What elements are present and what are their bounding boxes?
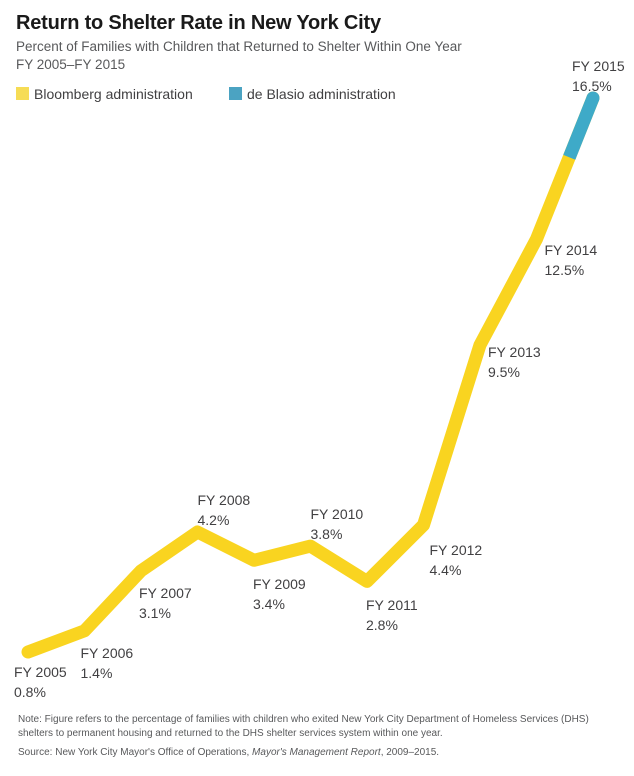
deblasio-line <box>563 95 600 160</box>
data-point-label: FY 2012 4.4% <box>430 540 483 580</box>
data-point-label: FY 2011 2.8% <box>366 595 418 635</box>
deblasio-swatch <box>229 87 242 100</box>
data-point-year: FY 2015 <box>572 58 625 74</box>
data-point-label: FY 2010 3.8% <box>311 504 364 544</box>
data-point-year: FY 2011 <box>366 597 418 614</box>
bloomberg-line <box>21 91 600 659</box>
data-point-value: 9.5% <box>488 364 520 380</box>
data-point-value: 4.4% <box>429 561 462 578</box>
data-point-value: 12.5% <box>544 262 585 279</box>
legend-item-bloomberg: Bloomberg administration <box>16 85 193 102</box>
data-point-year: FY 2007 <box>139 584 192 601</box>
chart-period: FY 2005–FY 2015 <box>16 57 126 72</box>
data-point-value: 3.8% <box>310 526 343 543</box>
legend-label: Bloomberg administration <box>34 85 193 102</box>
data-point-value: 3.4% <box>253 596 285 613</box>
data-point-year: FY 2005 <box>14 664 67 680</box>
data-point-year: FY 2006 <box>80 644 134 661</box>
data-point-value: 3.1% <box>139 604 171 621</box>
legend-label: de Blasio administration <box>247 85 396 102</box>
data-point-label: FY 2009 3.4% <box>253 574 306 614</box>
data-point-value: 2.8% <box>366 617 398 634</box>
data-point-label: FY 2015 16.5% <box>572 56 625 96</box>
data-point-year: FY 2013 <box>488 344 541 360</box>
data-point-label: FY 2013 9.5% <box>488 342 541 382</box>
page-title: Return to Shelter Rate in New York City <box>16 12 381 34</box>
legend-item-deblasio: de Blasio administration <box>229 85 396 102</box>
data-point-year: FY 2012 <box>429 541 483 558</box>
data-point-value: 4.2% <box>197 512 230 529</box>
note-text: Note: Figure refers to the percentage of… <box>18 714 589 739</box>
data-point-label: FY 2014 12.5% <box>545 240 598 280</box>
data-point-label: FY 2006 1.4% <box>81 643 134 683</box>
data-point-label: FY 2005 0.8% <box>14 662 67 702</box>
data-point-year: FY 2010 <box>310 506 364 523</box>
data-point-year: FY 2009 <box>253 576 306 593</box>
data-point-value: 0.8% <box>14 684 46 700</box>
data-point-label: FY 2008 4.2% <box>198 490 251 530</box>
data-point-value: 1.4% <box>80 664 113 681</box>
deblasio-line-tip <box>586 91 600 105</box>
data-point-year: FY 2008 <box>197 492 251 509</box>
data-point-label: FY 2007 3.1% <box>139 583 192 623</box>
source-text: Source: New York City Mayor's Office of … <box>18 747 440 758</box>
chart-subtitle: Percent of Families with Children that R… <box>16 39 462 54</box>
chart-footnote: Note: Figure refers to the percentage of… <box>18 713 614 760</box>
bloomberg-swatch <box>16 87 29 100</box>
data-point-value: 16.5% <box>572 78 612 94</box>
data-point-year: FY 2014 <box>544 242 598 259</box>
